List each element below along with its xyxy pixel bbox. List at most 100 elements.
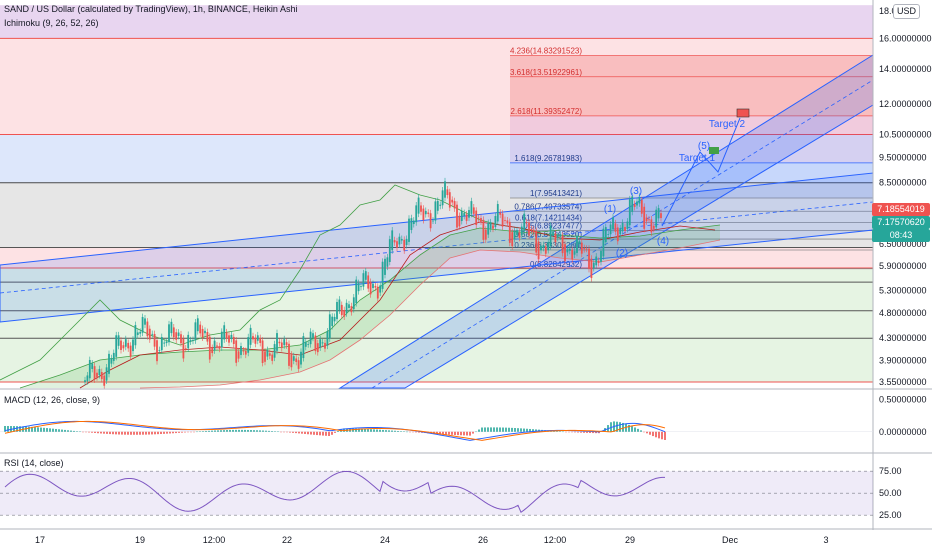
candle-body <box>194 322 197 341</box>
candle-body <box>506 220 509 224</box>
indicator-legend[interactable]: Ichimoku (9, 26, 52, 26) <box>4 18 99 28</box>
candle <box>367 272 370 293</box>
candle-body <box>230 334 233 339</box>
price-axis-top-label: 18.0 <box>879 6 897 16</box>
candle <box>108 350 110 378</box>
candle <box>398 233 401 248</box>
candle <box>364 267 367 284</box>
candle-body <box>643 206 646 229</box>
candle-body <box>444 181 446 198</box>
candle <box>189 336 192 345</box>
rsi-line <box>4 470 666 514</box>
candle-body <box>352 297 355 310</box>
candle-body <box>172 327 175 338</box>
time-axis-label: 22 <box>282 535 292 545</box>
wave-label-2: (2) <box>616 248 628 259</box>
candle <box>333 313 336 325</box>
macd-histogram-bar <box>469 431 471 436</box>
candle <box>345 299 348 317</box>
candle-body <box>504 220 506 221</box>
candle-body <box>120 340 122 350</box>
candle-body <box>626 221 629 229</box>
channel-broad-mid <box>0 201 874 294</box>
macd-legend[interactable]: MACD (12, 26, close, 9) <box>4 395 101 405</box>
macd-tick: 0.50000000 <box>879 394 927 404</box>
candle <box>470 197 473 218</box>
candle <box>475 207 478 229</box>
candle <box>172 324 175 341</box>
candle <box>384 255 386 279</box>
candle <box>206 328 209 346</box>
candle <box>96 369 98 381</box>
candle <box>379 281 382 296</box>
candle <box>343 306 346 321</box>
macd-histogram-bar <box>358 428 360 432</box>
candle-body <box>559 234 562 237</box>
candle <box>355 276 358 307</box>
background-zone <box>0 38 873 135</box>
candle-body <box>96 372 98 378</box>
currency-button[interactable]: USD <box>893 4 921 19</box>
candle-body <box>273 344 276 358</box>
macd-histogram-bar <box>79 431 81 433</box>
candle-body <box>588 248 590 269</box>
candle <box>232 333 235 348</box>
candle <box>381 258 384 293</box>
candle-body <box>475 210 478 225</box>
candle <box>393 236 396 246</box>
candle-body <box>532 229 535 233</box>
candle-body <box>400 238 403 241</box>
candle <box>307 340 310 348</box>
candle-body <box>415 205 418 223</box>
candle <box>177 329 180 340</box>
macd-histogram-bar <box>169 431 171 434</box>
candle-body <box>338 299 341 311</box>
macd-histogram-bar <box>289 431 291 433</box>
macd-histogram-bar <box>328 431 330 437</box>
candle <box>520 223 523 239</box>
macd-histogram-bar <box>118 431 120 435</box>
macd-histogram-bar <box>490 427 492 432</box>
candle <box>434 197 437 225</box>
macd-histogram-bar <box>235 429 237 432</box>
macd-histogram-bar <box>565 431 567 433</box>
candle <box>460 207 463 225</box>
macd-histogram-bar <box>97 431 99 434</box>
macd-histogram-bar <box>559 431 561 432</box>
macd-histogram-bar <box>211 430 213 432</box>
macd-histogram-bar <box>136 431 138 435</box>
candle-body <box>544 246 547 254</box>
chart-title[interactable]: SAND / US Dollar (calculated by TradingV… <box>4 4 298 14</box>
fib-level-label: 0.382(6.64343520) <box>514 230 582 239</box>
candle <box>88 356 91 382</box>
candle <box>153 330 156 351</box>
macd-histogram-bar <box>649 431 651 435</box>
candle-body <box>518 232 521 238</box>
candle <box>640 196 643 218</box>
macd-histogram-bar <box>274 431 276 432</box>
candle <box>559 231 562 241</box>
macd-histogram-bar <box>484 427 486 432</box>
macd-histogram-bar <box>145 431 147 435</box>
fib-level-label: 0.618(7.14211434) <box>515 213 582 222</box>
candle <box>518 229 521 242</box>
macd-histogram-bar <box>439 431 441 435</box>
candle <box>376 283 379 302</box>
candle <box>420 202 422 216</box>
candle-body <box>388 239 391 262</box>
candle <box>463 209 466 220</box>
macd-histogram-bar <box>520 428 522 432</box>
candle <box>338 296 341 314</box>
candle-body <box>132 339 134 352</box>
candle <box>261 337 264 367</box>
candle <box>590 255 593 282</box>
candle-body <box>398 236 401 245</box>
candle <box>412 217 415 228</box>
rsi-legend[interactable]: RSI (14, close) <box>4 458 64 468</box>
macd-histogram-bar <box>208 430 210 432</box>
candle <box>532 226 535 236</box>
macd-histogram-bar <box>172 431 174 434</box>
macd-histogram-bar <box>400 431 402 432</box>
macd-histogram-bar <box>364 428 366 432</box>
